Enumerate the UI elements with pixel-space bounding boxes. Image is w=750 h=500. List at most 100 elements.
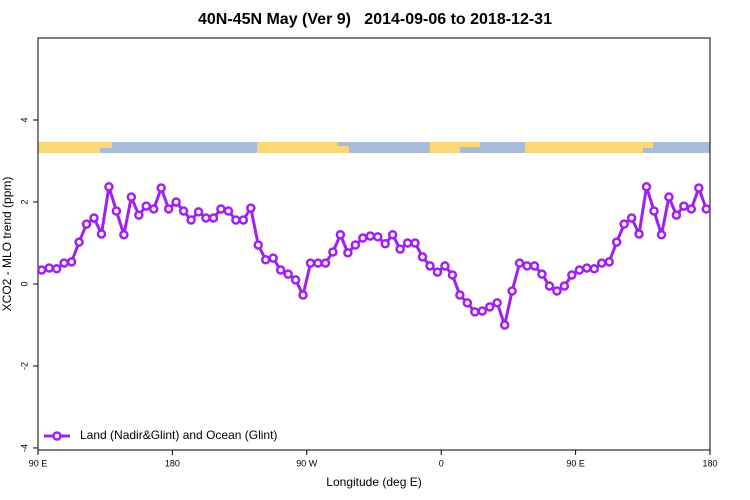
data-point [343,248,353,258]
data-point [350,240,361,250]
data-point [328,247,338,257]
data-point [365,231,376,241]
data-point [305,258,316,268]
data-point [119,230,129,240]
data-point [447,270,458,280]
data-point [320,258,331,268]
data-point [440,261,450,271]
data-point [111,206,122,216]
plot-frame [37,37,711,451]
y-tick-label: 2 [19,199,29,204]
data-point [141,201,152,211]
x-tick-label: 0 [439,458,444,468]
data-point [679,201,689,211]
data-point [552,286,562,296]
data-point [96,229,107,239]
legend-label: Land (Nadir&Glint) and Ocean (Glint) [80,428,277,442]
x-tick-label: 90 E [566,458,585,468]
data-point [253,240,264,250]
data-point [664,192,674,202]
data-point [201,213,211,223]
data-point [544,281,555,291]
x-tick-label: 90 W [296,458,318,468]
data-point [499,320,510,330]
data-point [36,265,47,275]
data-point [462,298,473,308]
data-point [425,261,435,271]
data-point [89,213,99,223]
data-point [163,204,174,214]
data-point [268,253,278,263]
data-point [313,258,323,268]
data-point [649,206,659,216]
data-point [574,265,585,275]
data-point [529,261,540,271]
data-point [372,232,383,242]
data-point [619,219,629,229]
data-point [417,252,428,262]
data-point [186,215,196,225]
data-point [126,192,137,202]
data-point [81,219,92,229]
data-line [41,185,708,327]
data-point [589,264,600,274]
data-point [290,275,301,285]
data-point [193,207,204,217]
data-point [298,290,308,300]
data-point [611,237,622,247]
data-point [335,230,346,240]
data-point [104,182,114,192]
data-point [231,215,241,225]
data-point [694,183,704,193]
data-point [246,203,256,213]
data-point [402,238,413,248]
data-point [171,197,181,207]
legend-marker [52,431,62,441]
x-tick-label: 90 E [29,458,48,468]
data-point [656,230,667,240]
data-point [387,230,398,240]
data-point [470,307,480,317]
x-tick-label: 180 [702,458,717,468]
data-point [671,210,682,220]
data-point [260,255,271,265]
data-point [634,229,644,239]
data-point [216,204,226,214]
data-point [507,286,517,296]
chart-title: 40N-45N May (Ver 9) 2014-09-06 to 2018-1… [198,11,552,28]
data-point [358,233,368,243]
data-point [455,290,465,300]
data-point [380,239,390,249]
data-point [410,238,420,248]
y-tick-label: 4 [19,117,29,122]
data-point [596,258,607,268]
data-point [626,213,637,223]
data-point [604,257,614,267]
data-point [59,258,69,268]
y-tick-label: -4 [19,444,29,452]
data-point [134,210,144,220]
data-point [492,298,502,308]
data-point [74,237,84,247]
data-point [66,257,77,267]
data-point [275,265,286,275]
x-axis-label: Longitude (deg E) [326,475,421,489]
data-point [51,264,62,274]
data-point [582,263,592,273]
data-point [432,267,443,277]
data-point [208,213,219,223]
data-point [514,258,525,268]
data-point [559,281,570,291]
data-point [537,269,547,279]
data-point [701,204,712,214]
y-tick-label: 0 [19,281,29,286]
data-point [484,302,495,312]
y-tick-label: -2 [19,362,29,370]
data-point [223,206,234,216]
x-tick-label: 180 [165,458,180,468]
data-point [148,204,159,214]
y-axis-label: XCO2 - MLO trend (ppm) [0,177,14,312]
data-point [477,306,488,316]
data-point [44,263,54,273]
